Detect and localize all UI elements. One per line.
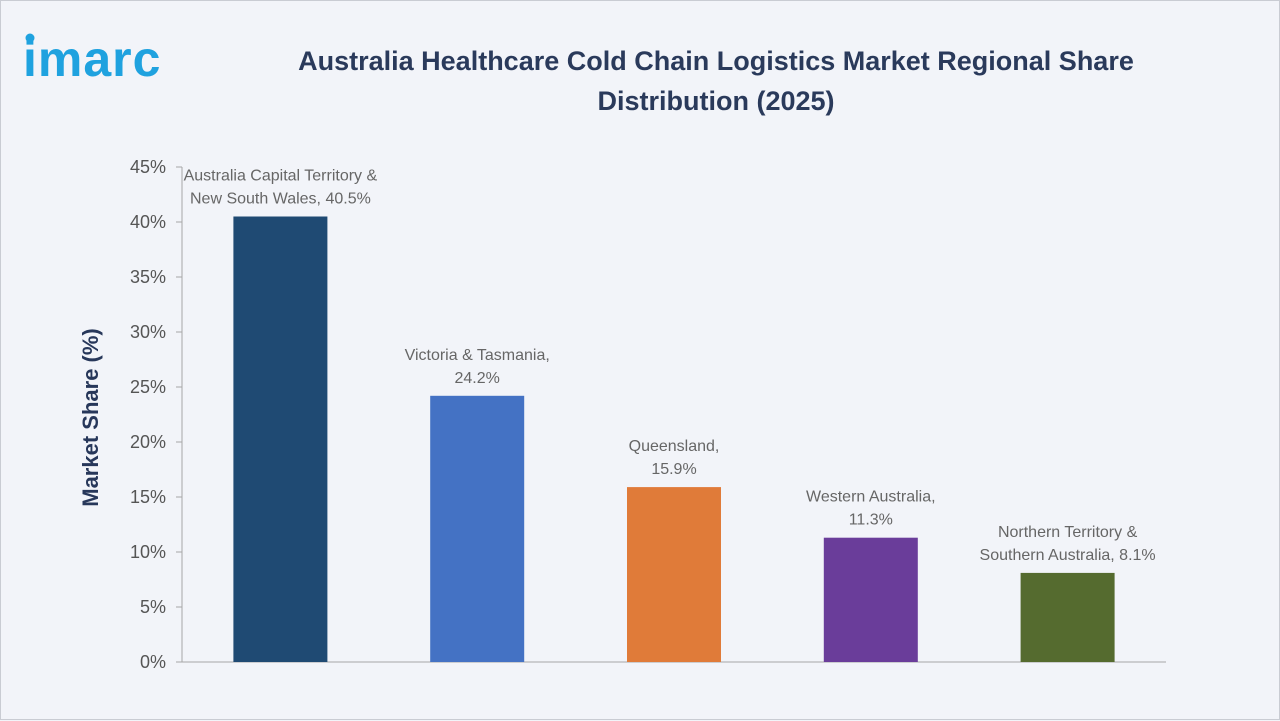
bar: [823, 537, 918, 662]
y-tick-label: 35%: [130, 267, 166, 287]
bar-data-label: 24.2%: [455, 370, 500, 387]
bar-data-label: 15.9%: [651, 461, 696, 478]
bar-data-label: Southern Australia, 8.1%: [980, 547, 1156, 564]
y-tick-label: 25%: [130, 377, 166, 397]
bar-data-label: Australia Capital Territory &: [184, 168, 378, 185]
bar-data-label: 11.3%: [849, 512, 893, 529]
y-tick-label: 15%: [130, 487, 166, 507]
chart-title: Australia Healthcare Cold Chain Logistic…: [241, 41, 1191, 121]
bar: [1020, 572, 1115, 662]
bar-data-label: Victoria & Tasmania,: [405, 347, 550, 364]
bar: [627, 487, 721, 662]
bar-data-label: Northern Territory &: [998, 524, 1138, 541]
y-tick-label: 40%: [130, 212, 166, 232]
imarc-logo: imarc: [23, 31, 161, 87]
y-tick-label: 5%: [140, 597, 166, 617]
bar-data-label: Queensland,: [629, 438, 720, 455]
y-tick-label: 10%: [130, 542, 166, 562]
y-tick-label: 30%: [130, 322, 166, 342]
bar: [430, 395, 525, 662]
chart-title-line-1: Australia Healthcare Cold Chain Logistic…: [298, 46, 1134, 76]
bar: [233, 216, 328, 662]
bar-data-label: New South Wales, 40.5%: [190, 191, 371, 208]
y-axis-title: Market Share (%): [78, 328, 103, 507]
svg-text:imarc: imarc: [23, 31, 161, 87]
y-tick-label: 45%: [130, 157, 166, 177]
bar-data-label: Western Australia,: [806, 489, 936, 506]
y-tick-label: 0%: [140, 652, 166, 672]
y-tick-label: 20%: [130, 432, 166, 452]
chart-title-line-2: Distribution (2025): [597, 86, 835, 116]
